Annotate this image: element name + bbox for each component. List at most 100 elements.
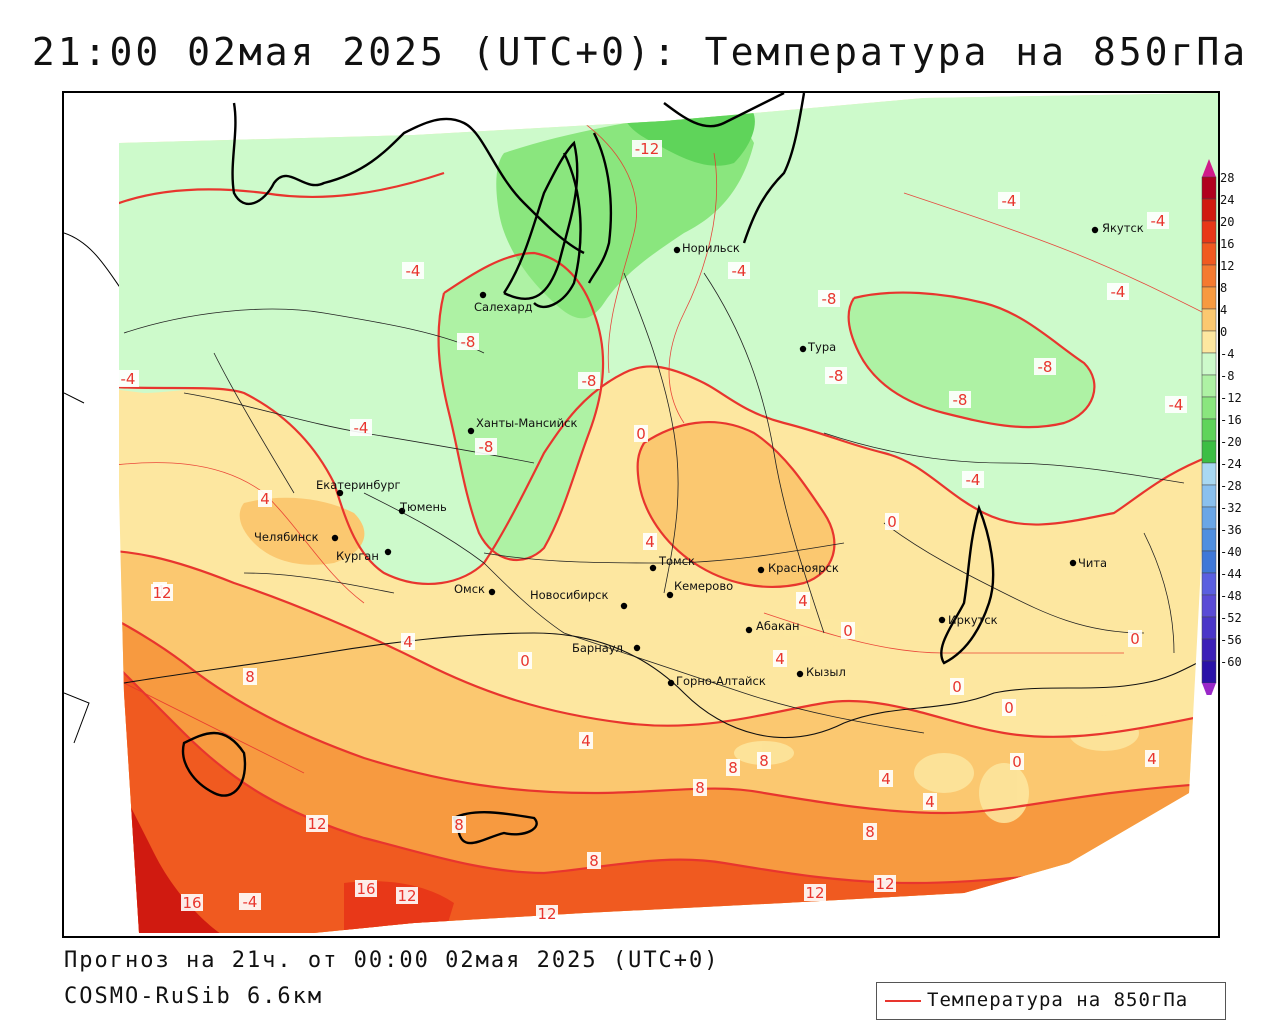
contour-label: 0	[887, 513, 897, 531]
contour-label: 4	[775, 650, 785, 668]
contour-label: 4	[798, 592, 808, 610]
contour-label: 4	[881, 770, 891, 788]
contour-label: 4	[260, 490, 270, 508]
city-markers: Салехард Норильск Якутск Тура Ханты-Мансийск…	[254, 221, 1144, 688]
city-marker	[1091, 226, 1099, 234]
legend-line-swatch	[885, 1000, 921, 1002]
contour-label-bg	[825, 367, 847, 384]
contour-label-bg	[818, 290, 840, 307]
contour-label: 12	[307, 815, 326, 833]
contour-label: -4	[406, 262, 421, 280]
colorbar-swatch	[1201, 330, 1217, 354]
contour-label-bg	[796, 592, 810, 609]
contour-label-bg	[1034, 358, 1056, 375]
colorbar-swatch	[1201, 242, 1217, 266]
contour-label: 8	[728, 759, 738, 777]
contour-label: 0	[952, 678, 962, 696]
weather-map[interactable]: Салехард Норильск Якутск Тура Ханты-Мансийск…	[62, 91, 1220, 938]
contour-label: 16	[182, 894, 201, 912]
contour-label: 4	[581, 732, 591, 750]
colorbar-tick-label: -48	[1220, 589, 1242, 603]
city-label: Курган	[336, 549, 379, 563]
contour-label-bg	[401, 633, 415, 650]
contour-label-bg	[518, 652, 532, 669]
city-label: Омск	[454, 582, 485, 596]
contour-label: -8	[582, 372, 597, 390]
contour-label-bg	[243, 668, 257, 685]
contour-label-bg	[874, 875, 896, 892]
colorbar-bottom-arrow	[1202, 683, 1216, 695]
colorbar-canvas: 28 24 20 16 12 8 4 0 -4 -8 -12 -16 -20 -24 -28 -32 -36 -4…	[1201, 159, 1242, 695]
contour-label: 8	[865, 823, 875, 841]
city-marker	[666, 591, 674, 599]
contour-label-bg	[693, 779, 707, 796]
colorbar-swatch	[1201, 374, 1217, 398]
contour-label-bg	[1165, 396, 1187, 413]
contour-label-bg	[726, 759, 740, 776]
contour-label-bg	[536, 905, 558, 922]
colorbar-swatch	[1201, 418, 1217, 442]
map-legend: Температура на 850гПа	[876, 982, 1226, 1020]
contour-label-bg	[1010, 753, 1024, 770]
contour-label: -4	[243, 893, 258, 911]
colorbar-tick-label: -44	[1220, 567, 1242, 581]
city-marker	[384, 548, 392, 556]
colorbar-swatch	[1201, 594, 1217, 618]
contour-label: 4	[925, 793, 935, 811]
colorbar-tick-label: -56	[1220, 633, 1242, 647]
contour-label-bg	[239, 893, 261, 910]
colorbar-swatch	[1201, 528, 1217, 552]
city-marker	[1069, 559, 1077, 567]
legend-label: Температура на 850гПа	[927, 989, 1189, 1011]
colorbar-tick-label: 0	[1220, 325, 1227, 339]
city-marker	[757, 566, 765, 574]
city-marker	[467, 427, 475, 435]
city-marker	[649, 564, 657, 572]
contour-label: -8	[1038, 358, 1053, 376]
contour-label: 8	[245, 668, 255, 686]
city-label: Новосибирск	[530, 588, 608, 602]
city-label: Тура	[807, 340, 836, 354]
city-marker	[796, 670, 804, 678]
colorbar-swatch	[1201, 506, 1217, 530]
colorbar-tick-label: -24	[1220, 457, 1242, 471]
city-label: Челябинск	[254, 530, 319, 544]
colorbar-tick-label: -16	[1220, 413, 1242, 427]
contour-label-bg	[151, 584, 173, 601]
contour-label-bg	[579, 732, 593, 749]
contour-label-bg	[632, 140, 662, 157]
contour-label: 4	[1147, 750, 1157, 768]
contour-label: 0	[636, 425, 646, 443]
contour-label: -4	[1111, 283, 1126, 301]
contour-label-bg	[728, 262, 750, 279]
colorbar-tick-label: -4	[1220, 347, 1234, 361]
contour-label-bg	[396, 887, 418, 904]
contour-label-bg	[962, 471, 984, 488]
contour-label: 12	[397, 887, 416, 905]
city-marker	[336, 489, 344, 497]
contour-label-bg	[643, 533, 657, 550]
contour-label-bg	[949, 391, 971, 408]
contour-label-bg	[117, 370, 139, 387]
city-marker	[398, 507, 406, 515]
contour-labels: -12 -4 -4 -4 -4 -4 -8 -8 -8 -8 -8 -8 -8 -4 -4 -4 -4 4 4 4 4 4…	[117, 140, 1187, 923]
contour-label: -12	[635, 140, 660, 158]
contour-label-bg	[1002, 699, 1016, 716]
forecast-info: Прогноз на 21ч. от 00:00 02мая 2025 (UTC…	[64, 948, 720, 973]
colorbar-swatch	[1201, 638, 1217, 662]
contour-label-bg	[1147, 212, 1169, 229]
colorbar-tick-label: 4	[1220, 303, 1227, 317]
contour-label-bg	[181, 894, 203, 911]
contour-label: -8	[829, 367, 844, 385]
colorbar-tick-label: 8	[1220, 281, 1227, 295]
contour-label-bg	[773, 650, 787, 667]
model-info: COSMO-RuSib 6.6км	[64, 984, 324, 1009]
contour-label: -4	[966, 471, 981, 489]
colorbar-tick-label: -36	[1220, 523, 1242, 537]
contour-label: 8	[454, 816, 464, 834]
colorbar-swatch	[1201, 352, 1217, 376]
contour-label-bg	[587, 852, 601, 869]
temperature-field	[119, 93, 1218, 933]
colorbar-swatch	[1201, 220, 1217, 244]
contour-label-bg	[475, 438, 497, 455]
